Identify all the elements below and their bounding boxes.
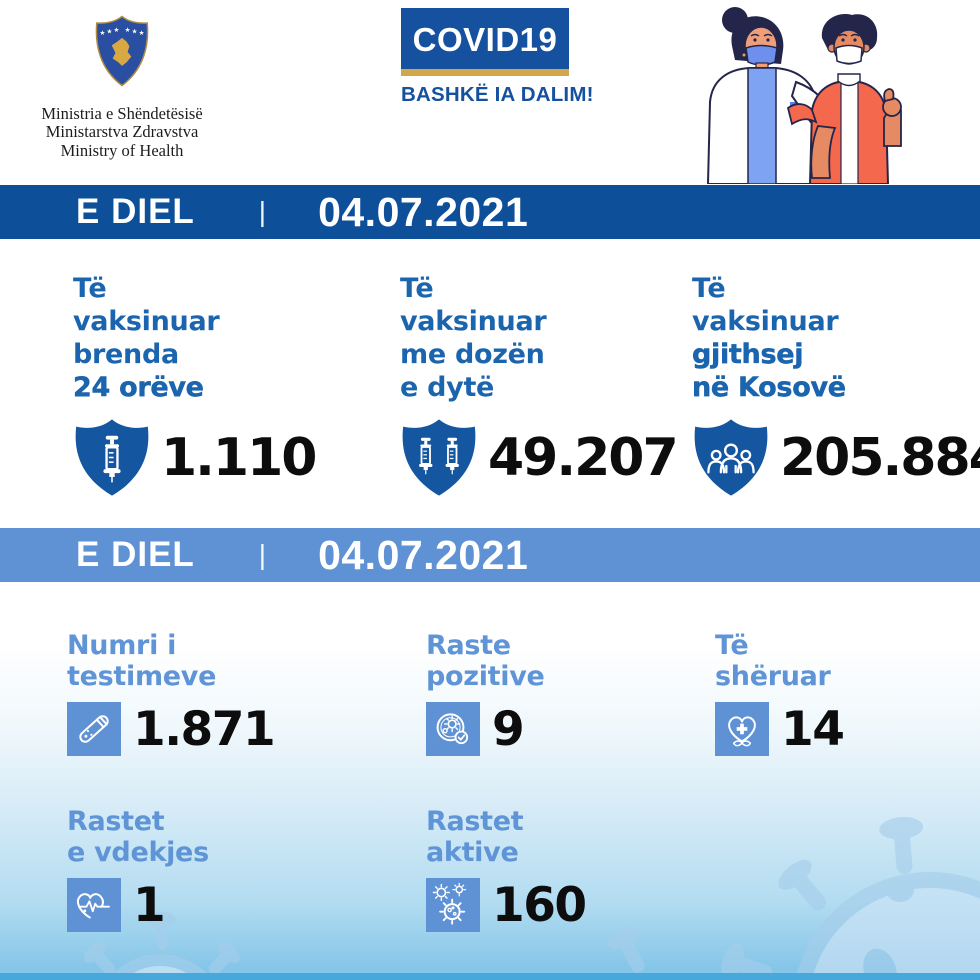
ministry-name-en: Ministry of Health <box>60 140 184 160</box>
gold-stripe <box>401 69 569 76</box>
stat-label: Të vaksinuar brenda 24 orëve <box>73 273 220 403</box>
active-virus-icon <box>426 878 480 932</box>
kosovo-emblem-icon: ★ ★ ★ ★ ★ ★ <box>95 15 149 87</box>
banner-date: 04.07.2021 <box>318 531 529 578</box>
shield-people-icon <box>692 417 770 498</box>
covid-campaign-badge: COVID19 BASHKË IA DALIM! <box>401 8 594 106</box>
date-banner-bottom: E DIEL | 04.07.2021 <box>0 528 980 582</box>
test-tube-icon <box>67 702 121 756</box>
stat-value: 1 <box>133 877 166 933</box>
ministry-name-sq: Ministria e Shëndetësisë <box>41 104 203 123</box>
ministry-name: Ministria e Shëndetësisë Ministarstva Zd… <box>22 104 222 160</box>
stat-vaccinated-second-dose: Të vaksinuar me dozën e dytë <box>400 272 710 498</box>
stat-label: Të vaksinuar gjithsej në Kosovë <box>692 273 847 403</box>
svg-text:★: ★ <box>132 27 138 35</box>
stat-deaths: Rastet e vdekjes 1 <box>67 806 377 932</box>
svg-text:★: ★ <box>99 29 105 37</box>
svg-text:★: ★ <box>106 27 112 35</box>
stat-positive-cases: Raste pozitive <box>426 630 736 756</box>
banner-day: E DIEL <box>76 535 195 574</box>
shield-syringe-icon <box>73 417 151 498</box>
stat-value: 1.871 <box>133 701 276 757</box>
banner-day: E DIEL <box>76 192 195 231</box>
ministry-logo: ★ ★ ★ ★ ★ ★ Ministria e Shëndetësisë Minista… <box>22 14 222 160</box>
stat-value: 49.207 <box>488 427 679 488</box>
stat-active-cases: Rastet aktive <box>426 806 736 932</box>
vaccination-illustration <box>706 7 902 184</box>
petri-dish-icon <box>426 702 480 756</box>
heart-cross-icon <box>715 702 769 756</box>
covid-title: COVID19 <box>401 8 569 69</box>
stat-vaccinated-total: Të vaksinuar gjithsej në Kosovë <box>692 272 980 498</box>
date-banner-top: E DIEL | 04.07.2021 <box>0 185 980 239</box>
stat-label: Raste pozitive <box>426 630 545 692</box>
banner-date: 04.07.2021 <box>318 188 529 235</box>
stat-label: Të vaksinuar me dozën e dytë <box>400 273 547 403</box>
banner-separator: | <box>258 539 267 570</box>
banner-separator: | <box>258 196 267 227</box>
shield-double-syringe-icon <box>400 417 478 498</box>
stat-value: 160 <box>492 877 587 933</box>
stat-label: Rastet aktive <box>426 806 524 868</box>
stat-recovered: Të shëruar 14 <box>715 630 980 756</box>
ministry-name-sr: Ministarstva Zdravstva <box>45 122 199 142</box>
stat-tests: Numri i testimeve 1.871 <box>67 630 377 756</box>
svg-text:★: ★ <box>139 29 145 37</box>
svg-text:★: ★ <box>125 26 131 34</box>
stat-value: 9 <box>492 701 525 757</box>
svg-text:★: ★ <box>113 26 119 34</box>
bottom-accent-bar <box>0 973 980 980</box>
stat-label: Numri i testimeve <box>67 630 217 692</box>
stat-label: Rastet e vdekjes <box>67 806 209 868</box>
stat-label: Të shëruar <box>715 630 831 692</box>
stat-value: 1.110 <box>161 427 317 488</box>
stat-value: 205.884 <box>780 427 980 488</box>
heart-ecg-icon <box>67 878 121 932</box>
campaign-slogan: BASHKË IA DALIM! <box>401 83 594 106</box>
stat-vaccinated-24h: Të vaksinuar brenda 24 orëve <box>73 272 383 498</box>
stat-value: 14 <box>781 701 845 757</box>
